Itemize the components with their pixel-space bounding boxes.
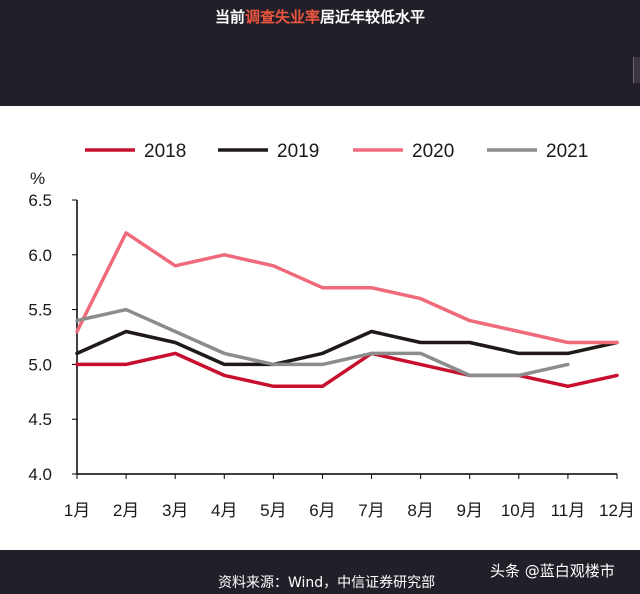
series-line-2018 — [75, 351, 619, 389]
legend-label-2021: 2021 — [546, 141, 588, 162]
chart-area: 4.0 4.5 5.0 5.5 6.0 6.5% 1月 2月 3月 4月 5月 6月 7月 8月 9月 10月… — [0, 106, 640, 550]
x-tick-label: 2月 — [113, 501, 139, 520]
legend-label-2020: 2020 — [412, 141, 454, 162]
y-tick-label: 5.5 — [28, 301, 52, 320]
y-axis-label: % — [30, 169, 45, 188]
series-line-2019 — [75, 329, 619, 367]
title-suffix: 居近年较低水平 — [320, 8, 426, 26]
series-line-2020 — [75, 231, 619, 345]
x-tick-label: 12月 — [599, 501, 635, 520]
x-tick-label: 10月 — [501, 501, 537, 520]
header-bar: 当前调查失业率居近年较低水平 — [0, 0, 640, 106]
source-note: 资料来源：Wind，中信证券研究部 — [218, 575, 436, 591]
x-tick-label: 4月 — [211, 501, 237, 520]
x-tick-label: 6月 — [309, 501, 335, 520]
title-highlight: 调查失业率 — [244, 8, 320, 26]
chart-title: 当前调查失业率居近年较低水平 — [0, 6, 640, 27]
legend-label-2019: 2019 — [277, 141, 319, 162]
title-prefix: 当前 — [214, 8, 245, 26]
line-chart: 4.0 4.5 5.0 5.5 6.0 6.5% 1月 2月 3月 4月 5月 6月 7月 8月 9月 10月… — [28, 141, 635, 520]
x-tick-label: 1月 — [64, 501, 90, 520]
y-tick-label: 5.0 — [28, 355, 52, 374]
x-tick-label: 7月 — [358, 501, 384, 520]
x-tick-label: 3月 — [162, 501, 188, 520]
y-tick-label: 6.0 — [28, 246, 52, 265]
x-tick-label: 9月 — [456, 501, 482, 520]
y-tick-label: 4.5 — [28, 410, 52, 429]
x-tick-label: 5月 — [260, 501, 286, 520]
y-tick-label: 4.0 — [28, 465, 52, 484]
footer-bar: 资料来源：Wind，中信证券研究部 头条 @蓝白观楼市 — [0, 550, 640, 594]
scrollbar-thumb[interactable] — [633, 57, 640, 83]
watermark: 头条 @蓝白观楼市 — [490, 562, 615, 580]
legend-label-2018: 2018 — [144, 141, 186, 162]
x-tick-label: 8月 — [407, 501, 433, 520]
series-line-2021 — [75, 307, 570, 378]
y-tick-label: 6.5 — [28, 191, 52, 210]
x-tick-label: 11月 — [551, 501, 586, 520]
